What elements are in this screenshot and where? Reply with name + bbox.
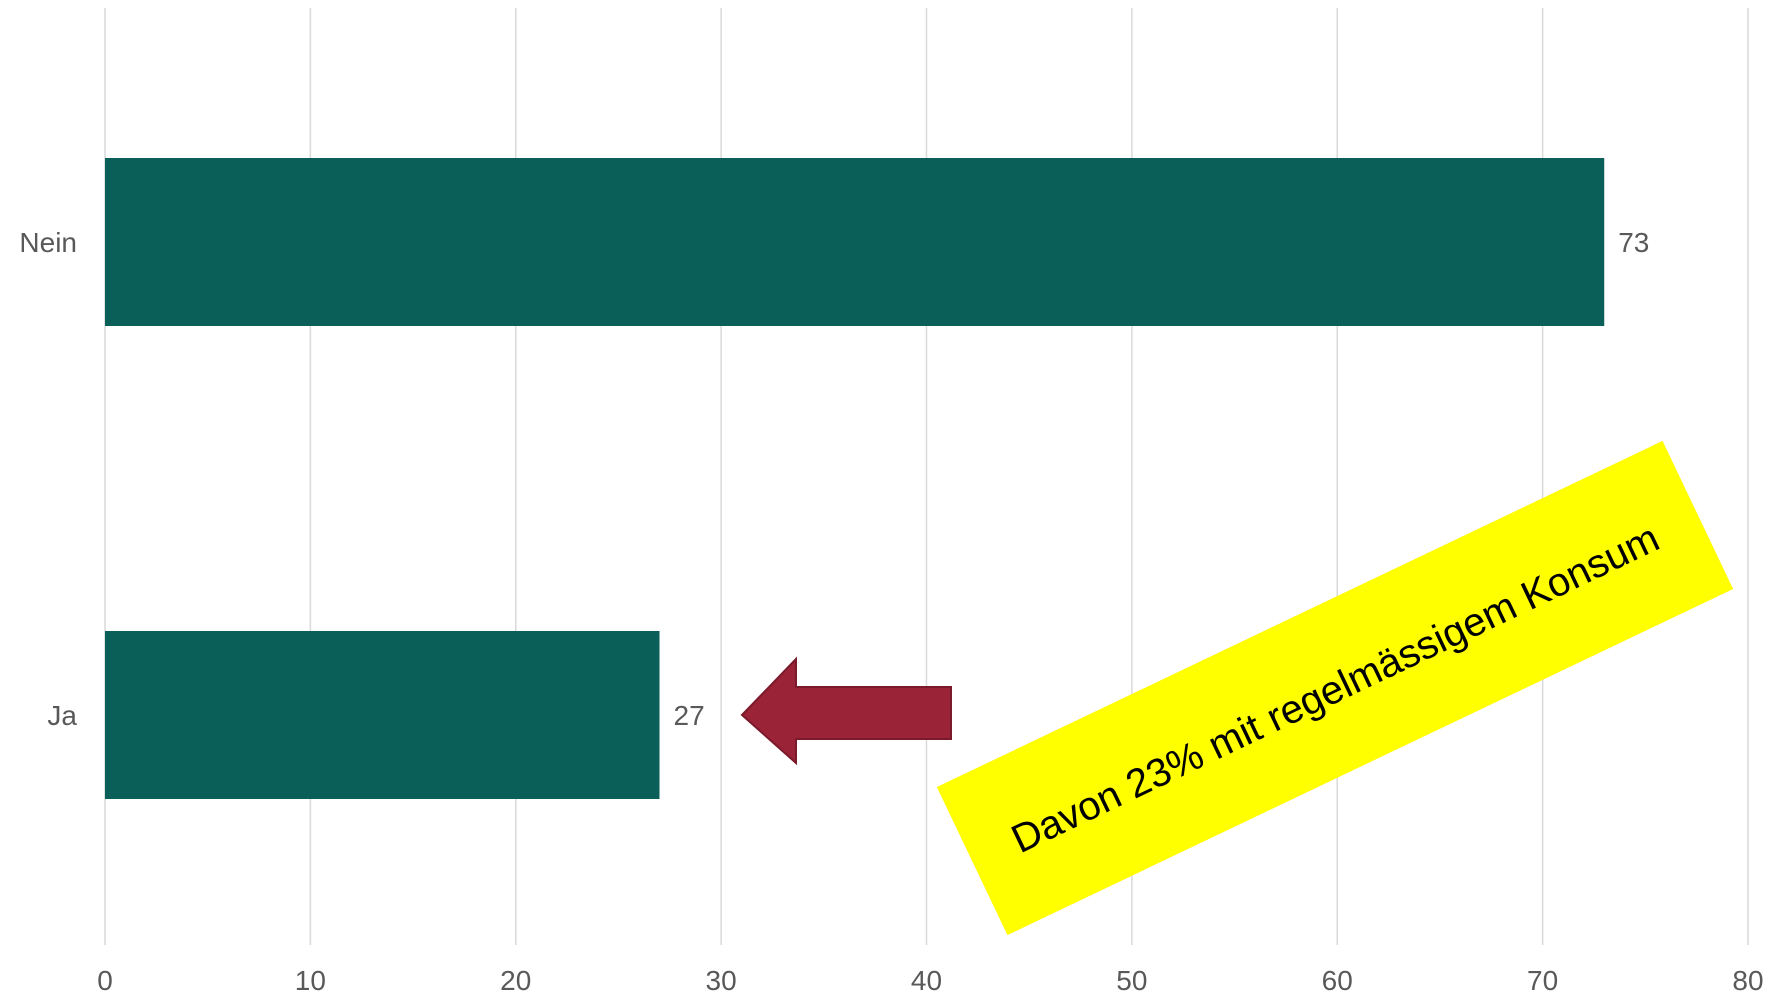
category-label-ja: Ja bbox=[47, 700, 77, 731]
gridlines bbox=[104, 8, 1749, 945]
x-tick-label: 80 bbox=[1732, 965, 1763, 996]
x-tick-label: 70 bbox=[1527, 965, 1558, 996]
category-label-nein: Nein bbox=[19, 227, 77, 258]
bar-ja bbox=[105, 631, 660, 799]
x-tick-label: 50 bbox=[1116, 965, 1147, 996]
bars bbox=[105, 158, 1605, 799]
annotation-background bbox=[936, 440, 1734, 936]
arrow-left-icon bbox=[740, 656, 952, 766]
x-tick-label: 60 bbox=[1322, 965, 1353, 996]
data-label-ja: 27 bbox=[674, 700, 705, 731]
x-tick-label: 40 bbox=[911, 965, 942, 996]
x-tick-label: 30 bbox=[706, 965, 737, 996]
x-axis-ticks: 0 10 20 30 40 50 60 70 80 bbox=[97, 965, 1763, 996]
annotation-callout: Davon 23% mit regelmässigem Konsum bbox=[936, 440, 1734, 936]
x-tick-label: 20 bbox=[500, 965, 531, 996]
data-labels: 73 27 bbox=[674, 227, 1650, 731]
bar-nein bbox=[105, 158, 1605, 326]
annotation-text: Davon 23% mit regelmässigem Konsum bbox=[1005, 516, 1666, 862]
category-labels: Nein Ja bbox=[19, 227, 77, 731]
data-label-nein: 73 bbox=[1618, 227, 1649, 258]
x-tick-label: 10 bbox=[295, 965, 326, 996]
x-tick-label: 0 bbox=[97, 965, 113, 996]
